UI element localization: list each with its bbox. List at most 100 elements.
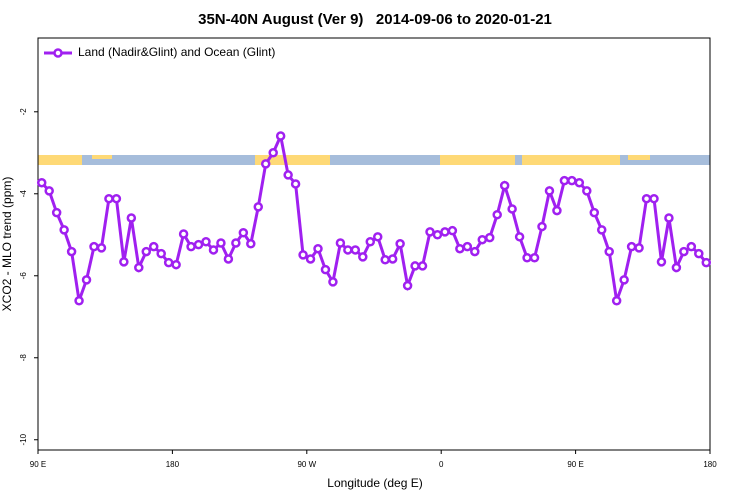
y-tick-label: -10 xyxy=(19,433,28,445)
data-point xyxy=(387,254,398,264)
data-point xyxy=(111,193,122,204)
x-axis-label: Longitude (deg E) xyxy=(327,476,422,490)
data-point xyxy=(193,239,204,250)
data-point xyxy=(320,264,331,275)
data-point xyxy=(537,221,547,232)
data-point xyxy=(365,236,376,247)
data-point xyxy=(492,209,502,220)
data-point xyxy=(208,245,219,255)
data-point xyxy=(671,262,682,273)
data-point xyxy=(66,246,77,257)
data-point xyxy=(455,243,465,254)
data-point xyxy=(582,186,592,196)
data-point xyxy=(328,277,338,287)
data-point xyxy=(701,257,712,268)
data-point xyxy=(231,238,241,248)
data-point xyxy=(432,230,443,240)
data-point xyxy=(484,232,495,243)
data-point xyxy=(59,225,69,235)
data-point xyxy=(268,148,278,158)
ocean-band xyxy=(38,155,710,165)
data-point xyxy=(104,193,114,204)
data-point xyxy=(96,243,107,253)
data-point xyxy=(343,245,353,255)
data-point xyxy=(313,243,323,254)
data-point xyxy=(178,229,189,239)
data-point xyxy=(74,296,84,306)
data-point xyxy=(679,246,689,257)
data-point xyxy=(626,241,637,252)
x-tick-label: 0 xyxy=(439,460,444,469)
data-point xyxy=(589,207,600,218)
data-point xyxy=(253,202,264,212)
land-band xyxy=(440,155,515,165)
y-tick-label: -2 xyxy=(19,108,28,116)
land-band xyxy=(255,155,330,165)
data-point xyxy=(395,239,405,249)
data-point xyxy=(119,257,129,267)
data-point xyxy=(171,259,181,270)
x-tick-label: 180 xyxy=(703,460,717,469)
data-point xyxy=(410,261,420,271)
land-ocean-band xyxy=(38,155,710,165)
data-point xyxy=(567,175,577,186)
data-point xyxy=(611,296,622,306)
data-point xyxy=(201,236,211,247)
data-point xyxy=(148,241,159,252)
data-point xyxy=(507,204,517,214)
data-point xyxy=(223,254,234,264)
data-point xyxy=(126,213,137,223)
data-point xyxy=(664,213,674,223)
data-point xyxy=(350,245,361,255)
data-point xyxy=(283,170,293,180)
data-point xyxy=(477,234,488,245)
data-point xyxy=(522,252,532,263)
legend-marker xyxy=(53,48,63,58)
data-point xyxy=(574,177,585,188)
data-point xyxy=(44,186,54,196)
x-tick-label: 90 E xyxy=(30,460,46,469)
data-point xyxy=(559,175,570,186)
data-point xyxy=(36,177,47,188)
data-point xyxy=(275,131,286,141)
data-point xyxy=(514,232,525,242)
chart-title: 35N-40N August (Ver 9) 2014-09-06 to 202… xyxy=(198,11,552,28)
data-point xyxy=(380,255,390,265)
data-point xyxy=(641,193,652,204)
data-point xyxy=(686,241,697,252)
x-tick-label: 90 W xyxy=(297,460,316,469)
legend-label: Land (Nadir&Glint) and Ocean (Glint) xyxy=(78,45,275,59)
data-point xyxy=(372,232,383,242)
y-tick-label: -4 xyxy=(19,190,28,198)
data-point xyxy=(529,252,540,263)
data-point xyxy=(186,241,196,252)
data-point xyxy=(462,241,473,252)
data-point xyxy=(335,238,346,248)
data-point xyxy=(402,280,413,291)
y-axis-label: XCO2 - MLO trend (ppm) xyxy=(0,177,14,312)
y-tick-label: -8 xyxy=(19,354,28,362)
data-point xyxy=(298,250,308,260)
plot-frame xyxy=(37,37,711,451)
data-point xyxy=(440,227,450,237)
data-point xyxy=(156,248,166,259)
data-point xyxy=(290,179,301,189)
data-point xyxy=(425,227,435,237)
y-tick-label: -6 xyxy=(19,272,28,280)
data-point xyxy=(81,275,92,285)
data-point xyxy=(604,246,614,257)
land-band xyxy=(92,155,112,159)
data-point xyxy=(552,205,562,216)
data-point xyxy=(499,180,510,191)
data-point xyxy=(260,159,271,169)
data-point xyxy=(619,275,629,285)
data-point xyxy=(163,257,174,268)
land-band xyxy=(38,155,82,165)
data-point xyxy=(544,186,555,196)
x-tick-label: 180 xyxy=(166,460,180,469)
data-point xyxy=(51,207,62,218)
data-point xyxy=(216,238,226,248)
data-point xyxy=(89,241,99,252)
data-point xyxy=(470,246,480,257)
